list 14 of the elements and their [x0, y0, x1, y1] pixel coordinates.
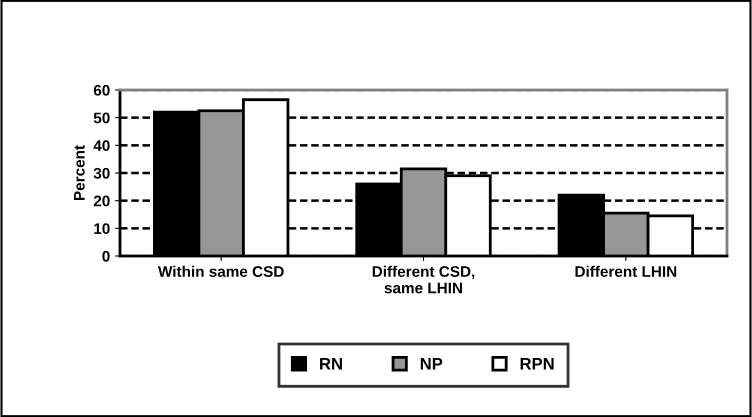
legend-label: NP	[420, 358, 442, 370]
y-tick-label: 10	[94, 223, 110, 234]
y-tick-label: 20	[94, 196, 110, 206]
legend-label: RPN	[520, 358, 554, 370]
y-tick-label: 40	[94, 140, 110, 152]
x-tick-label: Different CSD, same LHIN	[372, 266, 474, 294]
x-tick-label: Different LHIN	[576, 266, 676, 277]
y-tick-label: 60	[94, 84, 110, 96]
y-tick-label: 50	[94, 112, 110, 124]
y-axis-title: Percent	[74, 145, 85, 200]
legend-label: RN	[320, 358, 342, 370]
x-tick-label: Within same CSD	[158, 266, 284, 277]
y-tick-label: 30	[94, 168, 110, 179]
y-tick-label: 0	[102, 250, 110, 262]
